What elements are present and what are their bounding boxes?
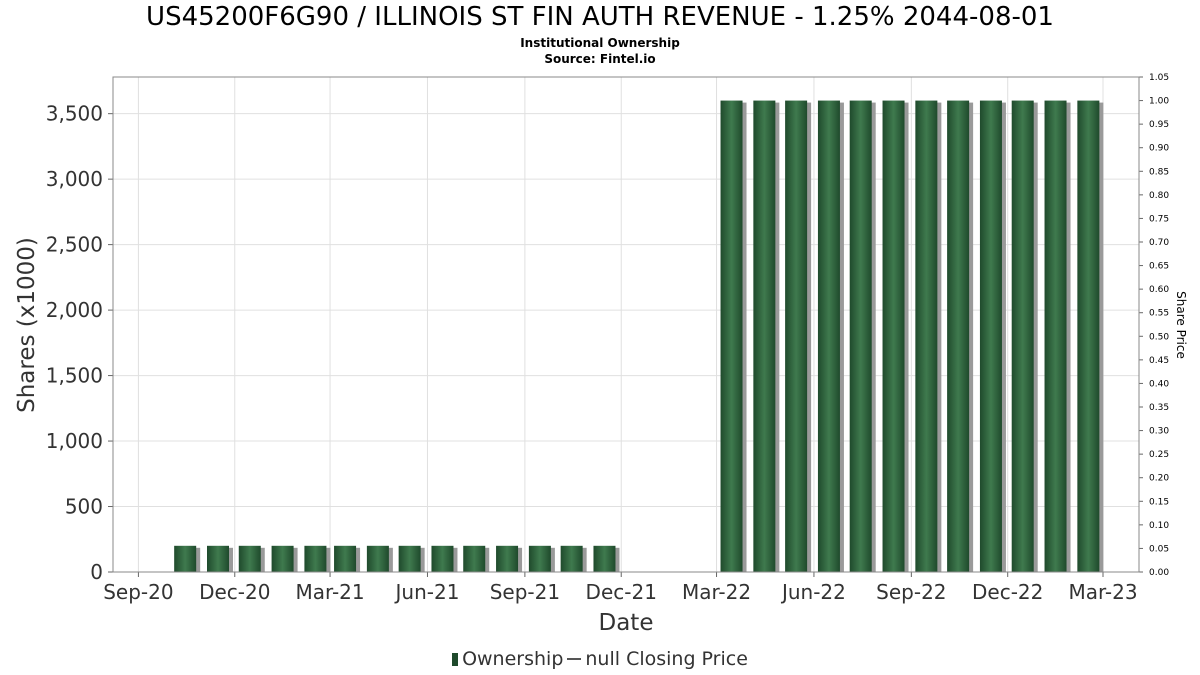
ownership-bar [785, 100, 808, 573]
x-tick-label: Mar-21 [295, 580, 364, 604]
ownership-bar [882, 100, 905, 573]
x-tick-label: Sep-20 [103, 580, 173, 604]
ownership-bar [238, 545, 261, 572]
x-tick-label: Jun-22 [780, 580, 846, 604]
ownership-bar [915, 100, 938, 573]
ownership-bar [207, 545, 229, 572]
ownership-bar [271, 545, 294, 572]
ownership-bar [366, 545, 389, 572]
y2-tick-label: 0.40 [1149, 379, 1169, 389]
y2-tick-label: 0.75 [1149, 214, 1169, 224]
y2-tick-label: 0.30 [1149, 427, 1169, 437]
ownership-bar [431, 545, 454, 572]
y2-tick-label: 0.25 [1149, 450, 1169, 460]
chart-legend: Ownership null Closing Price [0, 648, 1200, 670]
y2-tick-label: 0.80 [1149, 191, 1169, 201]
x-tick-label: Sep-21 [490, 580, 560, 604]
y2-tick-label: 0.45 [1149, 356, 1169, 366]
y-tick-label: 3,000 [46, 167, 103, 191]
y2-tick-label: 0.50 [1149, 332, 1169, 342]
y2-tick-label: 0.60 [1149, 285, 1169, 295]
y2-tick-label: 0.70 [1149, 238, 1169, 248]
y2-tick-label: 0.15 [1149, 497, 1169, 507]
y2-tick-label: 0.90 [1149, 144, 1169, 154]
ownership-bar [593, 545, 616, 572]
y2-tick-label: 0.65 [1149, 262, 1169, 272]
x-tick-label: Mar-23 [1068, 580, 1137, 604]
y-axis-label: Shares (x1000) [14, 237, 40, 413]
x-tick-label: Dec-20 [199, 580, 270, 604]
y-tick-label: 500 [65, 495, 103, 519]
chart-source: Source: Fintel.io [544, 52, 656, 66]
chart-title: US45200F6G90 / ILLINOIS ST FIN AUTH REVE… [146, 2, 1054, 32]
price-line-swatch [567, 658, 582, 660]
y2-tick-label: 1.00 [1149, 97, 1169, 107]
ownership-bar [817, 100, 840, 573]
y2-tick-label: 0.20 [1149, 474, 1169, 484]
ownership-bar [560, 545, 583, 572]
ownership-swatch [452, 653, 459, 666]
y-tick-label: 2,500 [46, 233, 103, 257]
y2-tick-label: 1.05 [1149, 73, 1169, 83]
ownership-bar [1011, 100, 1034, 573]
ownership-bar [947, 100, 970, 573]
ownership-bar [334, 545, 357, 572]
ownership-bar [174, 545, 197, 572]
y2-tick-label: 0.55 [1149, 309, 1169, 319]
y2-tick-label: 0.85 [1149, 167, 1169, 177]
y2-tick-label: 0.00 [1149, 568, 1169, 578]
chart-subtitle: Institutional Ownership [520, 36, 680, 50]
ownership-bar [398, 545, 421, 572]
y2-tick-label: 0.95 [1149, 120, 1169, 130]
y-tick-label: 1,000 [46, 429, 103, 453]
y-tick-label: 1,500 [46, 364, 103, 388]
x-tick-label: Sep-22 [876, 580, 946, 604]
legend-price: null Closing Price [585, 648, 748, 670]
ownership-bar [304, 545, 327, 572]
y-tick-label: 2,000 [46, 298, 103, 322]
ownership-bar [463, 545, 486, 572]
x-tick-label: Jun-21 [394, 580, 460, 604]
y-tick-label: 3,500 [46, 102, 103, 126]
x-tick-label: Dec-22 [972, 580, 1043, 604]
ownership-bar [979, 100, 1002, 573]
y2-axis-label: Share Price [1174, 291, 1188, 359]
ownership-bar [720, 100, 743, 573]
x-tick-label: Mar-22 [682, 580, 751, 604]
y2-tick-label: 0.35 [1149, 403, 1169, 413]
ownership-bar [753, 100, 776, 573]
ownership-bar [528, 545, 551, 572]
plot-frame [112, 76, 1140, 573]
y2-tick-label: 0.05 [1149, 544, 1169, 554]
ownership-bar [1077, 100, 1100, 573]
legend-ownership: Ownership [462, 648, 564, 670]
y2-tick-label: 0.10 [1149, 521, 1169, 531]
x-tick-label: Dec-21 [586, 580, 657, 604]
ownership-bar [1044, 100, 1067, 573]
y-tick-label: 0 [90, 560, 103, 584]
ownership-bar [496, 545, 519, 572]
x-axis-label: Date [599, 610, 654, 636]
ownership-bar [849, 100, 872, 573]
